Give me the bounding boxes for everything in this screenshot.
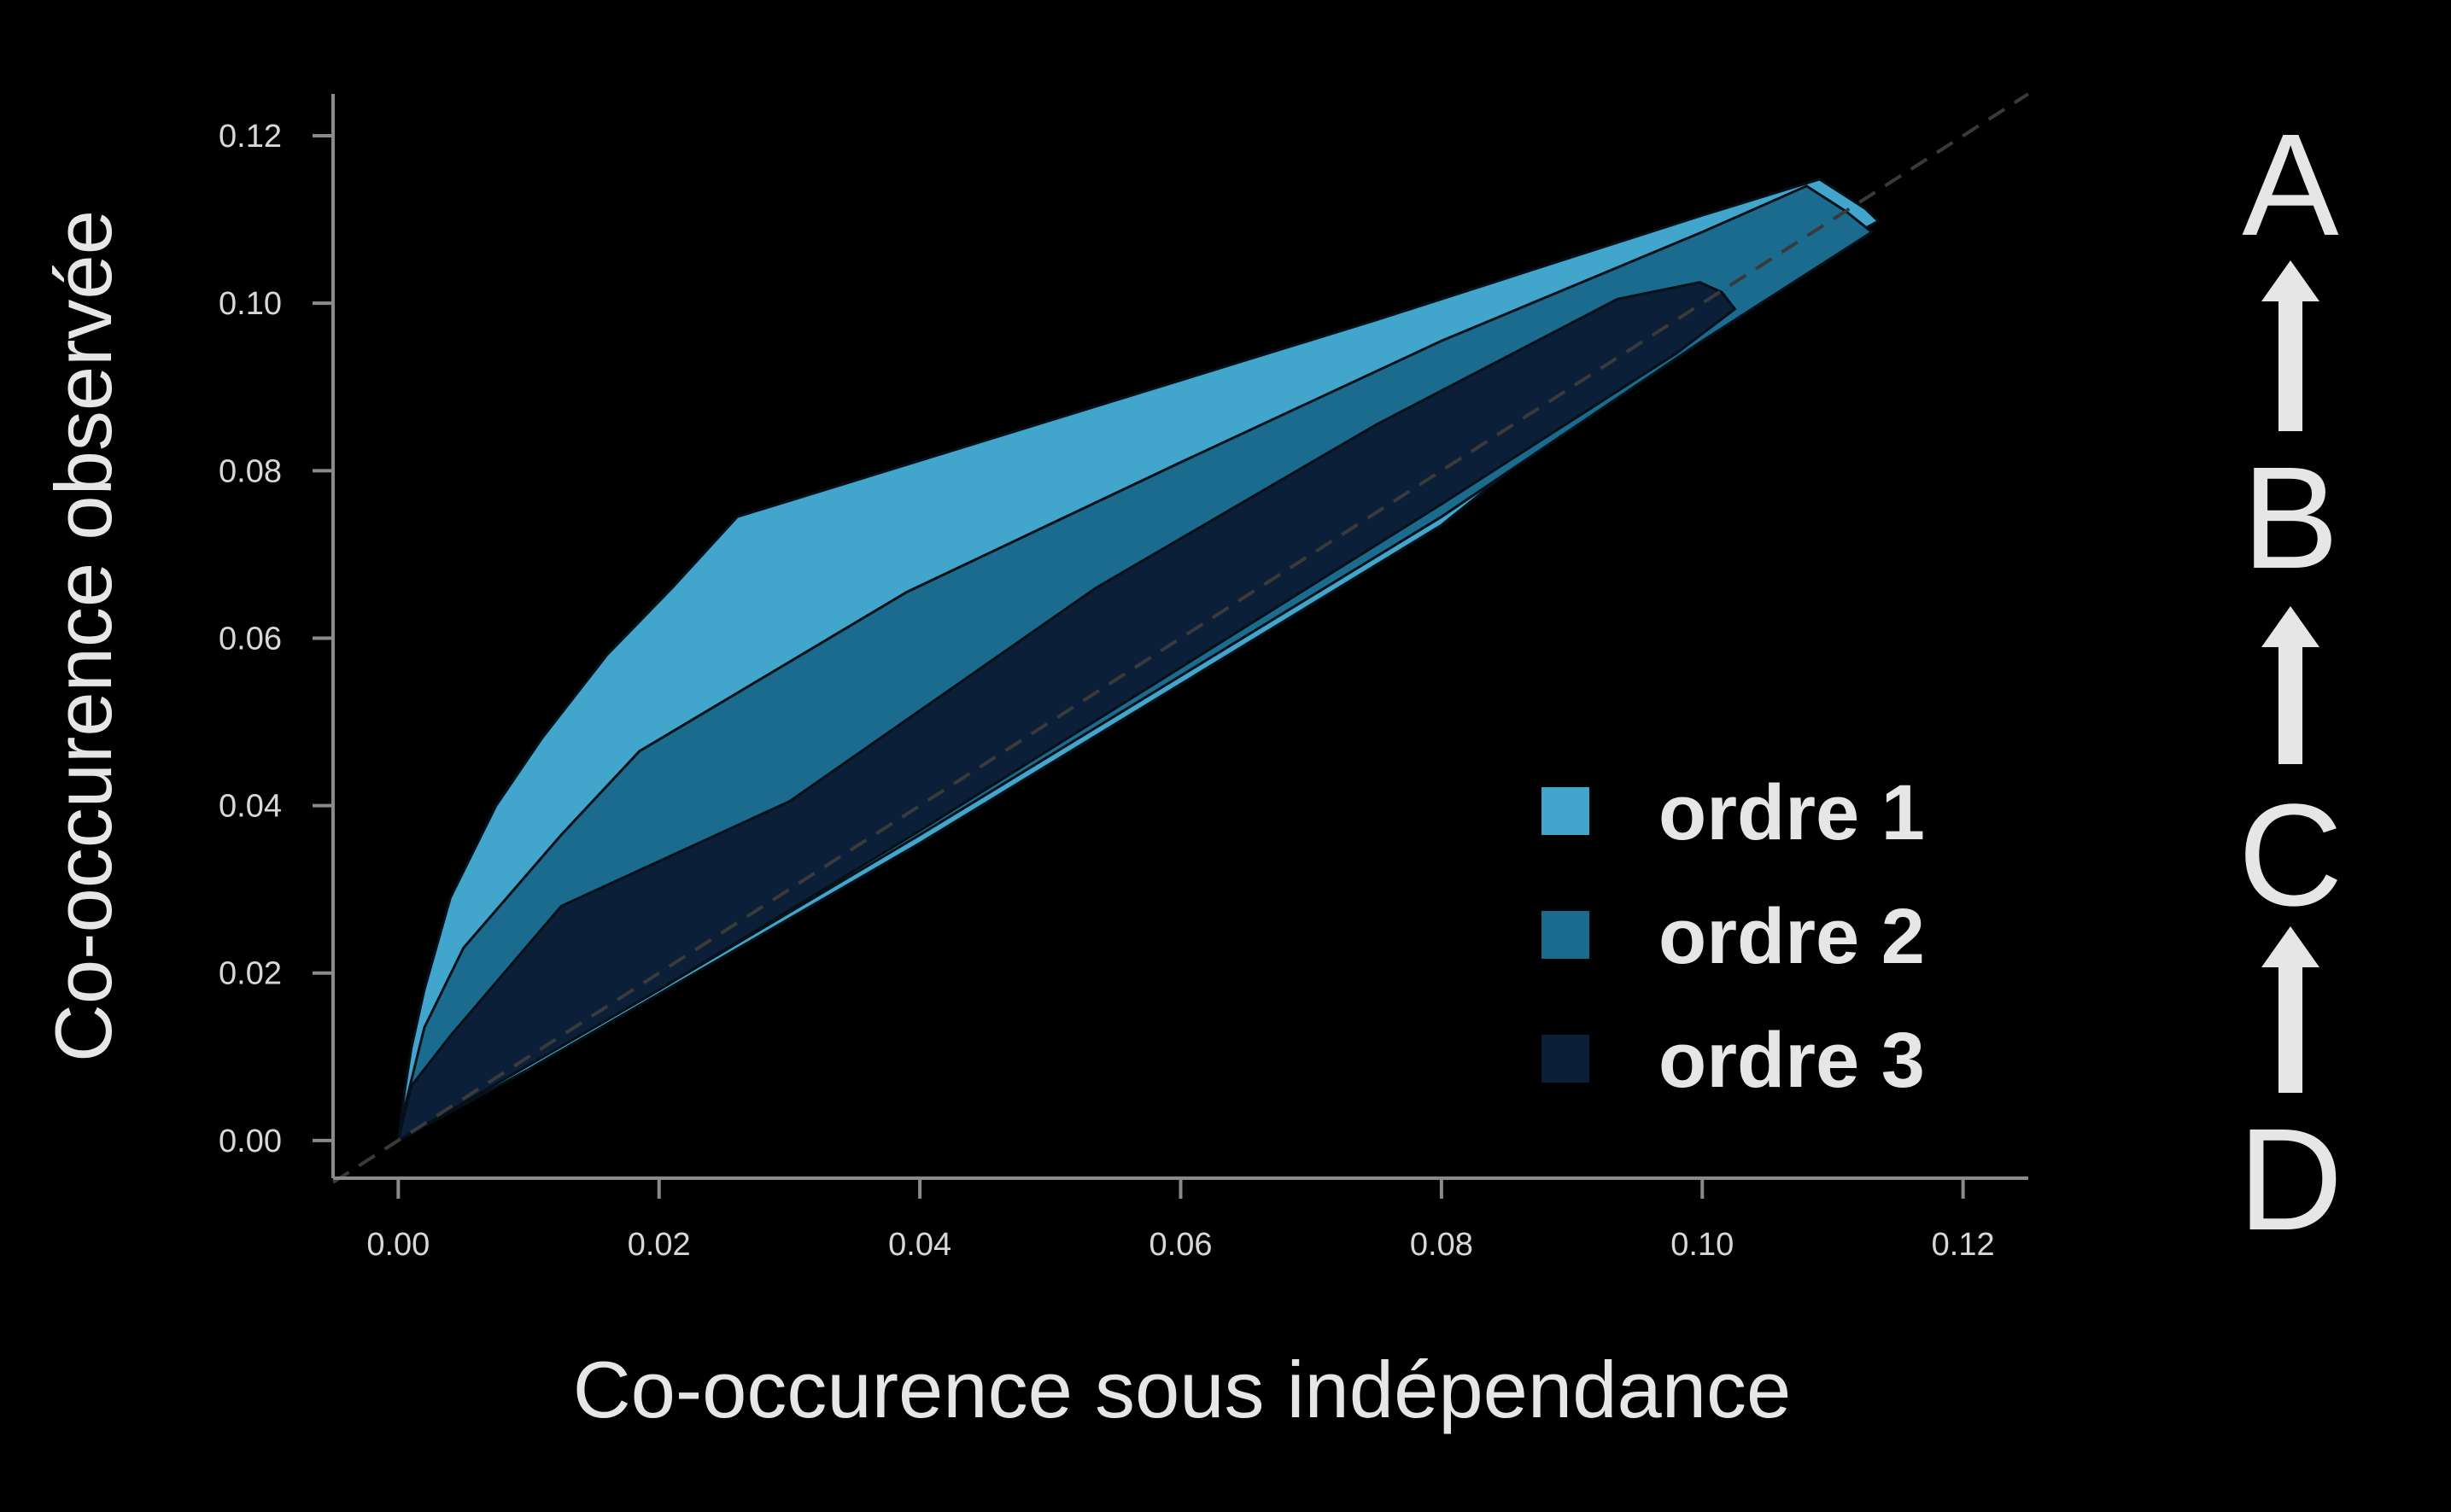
x-ticks: 0.00 0.02 0.04 0.06 0.08 0.10 0.12: [366, 1178, 1995, 1263]
y-axis-title: Co-occurence observée: [38, 210, 128, 1062]
x-tick-label: 0.04: [888, 1227, 951, 1263]
y-tick-label: 0.12: [219, 119, 282, 155]
y-tick-label: 0.02: [219, 956, 282, 992]
x-tick-label: 0.02: [628, 1227, 691, 1263]
legend-swatch-ordre-2: [1541, 911, 1589, 959]
x-tick-label: 0.10: [1670, 1227, 1734, 1263]
y-tick-label: 0.00: [219, 1124, 282, 1159]
legend-label-ordre-1: ordre 1: [1658, 769, 1925, 856]
side-scale: A B CD: [2238, 104, 2343, 1261]
y-tick-label: 0.06: [219, 621, 282, 657]
x-tick-label: 0.08: [1410, 1227, 1473, 1263]
x-axis-title: Co-occurence sous indépendance: [573, 1345, 1792, 1434]
y-tick-label: 0.10: [219, 286, 282, 322]
legend-swatch-ordre-1: [1541, 787, 1589, 835]
y-tick-label: 0.08: [219, 453, 282, 489]
arrow-up-icon: [2261, 260, 2319, 431]
scale-letter-C: C: [2238, 774, 2343, 937]
scale-letter-A: A: [2242, 104, 2339, 266]
arrow-up-icon: [2261, 606, 2319, 764]
legend-label-ordre-3: ordre 3: [1658, 1017, 1925, 1104]
x-tick-label: 0.12: [1932, 1227, 1995, 1263]
arrow-up-icon: [2261, 926, 2319, 1093]
legend: ordre 1 ordre 2 ordre 3: [1541, 769, 1925, 1104]
legend-swatch-ordre-3: [1541, 1035, 1589, 1083]
y-tick-label: 0.04: [219, 789, 282, 825]
y-ticks: 0.00 0.02 0.04 0.06 0.08 0.10 0.12: [219, 119, 333, 1159]
legend-label-ordre-2: ordre 2: [1658, 893, 1925, 980]
reference-diagonal-line: [331, 92, 2030, 1184]
scale-letter-B: B: [2242, 437, 2338, 599]
axes: 0.00 0.02 0.04 0.06 0.08 0.10 0.12 0.000.020.0…: [219, 94, 2028, 1263]
scale-letter-D: D: [2238, 1099, 2343, 1261]
x-tick-label: 0.00: [366, 1227, 430, 1263]
x-tick-label: 0.06: [1149, 1227, 1213, 1263]
